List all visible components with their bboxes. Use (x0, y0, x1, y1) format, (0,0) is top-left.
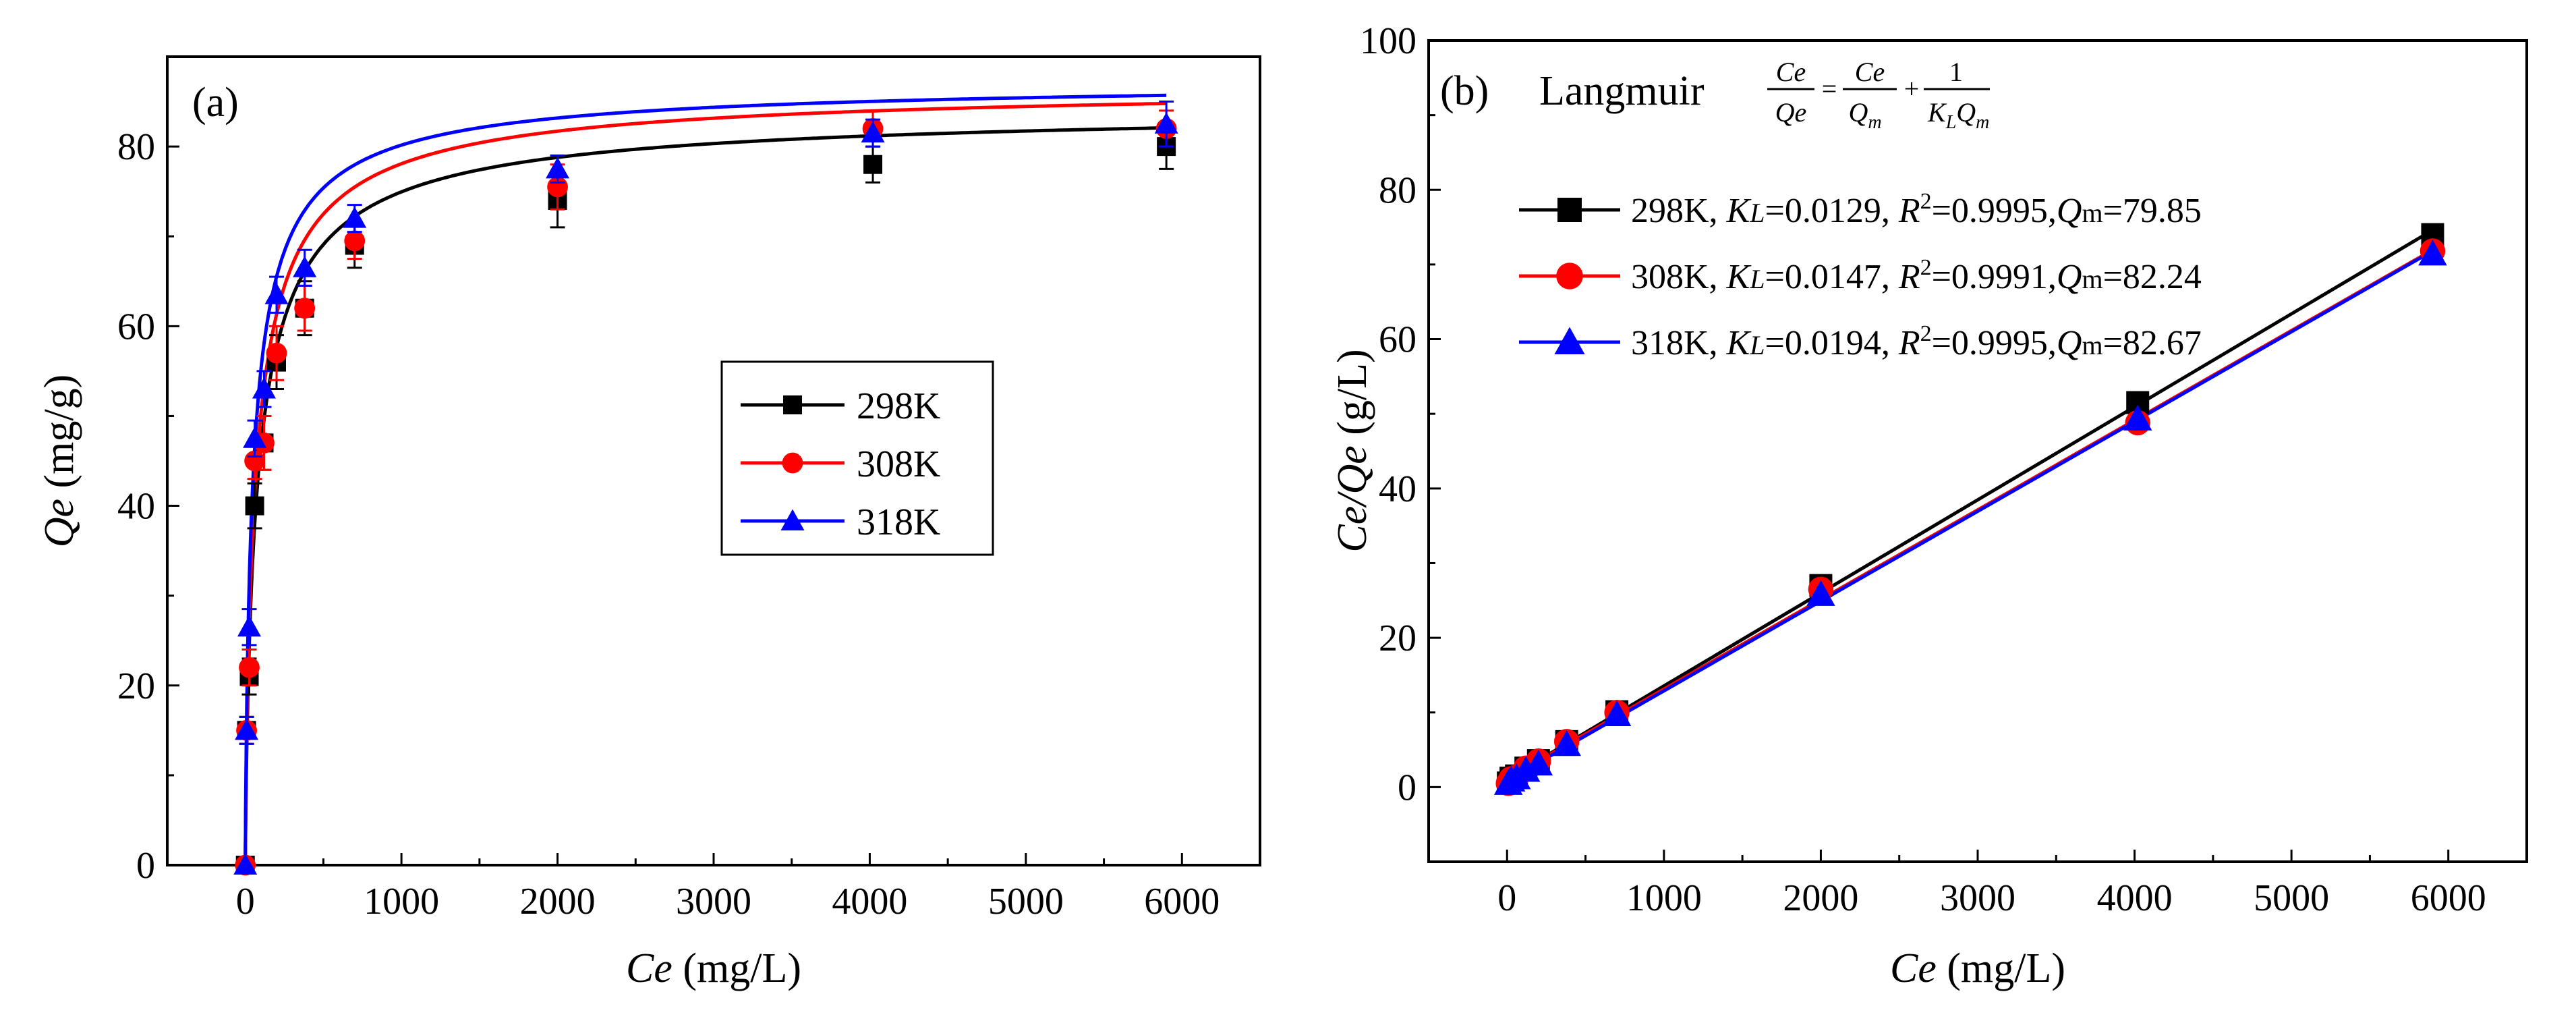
eq-plus: + (1904, 74, 1920, 104)
eq-term2-numerator: 1 (1949, 57, 1963, 87)
point-308K (294, 298, 316, 319)
fit-line-318K (1506, 249, 2434, 782)
b-y-tick-label: 80 (1379, 169, 1416, 211)
point-318K (233, 853, 258, 875)
a-x-tick-label: 6000 (1144, 881, 1220, 922)
legend-marker-298K (1557, 198, 1582, 222)
b-x-tick-label: 4000 (2097, 877, 2173, 919)
point-318K (1154, 112, 1178, 134)
a-y-tick-label: 20 (117, 665, 155, 707)
panel-b-frame (1427, 39, 2528, 863)
legend-label-298K: 298K (857, 385, 940, 427)
b-y-tick-label: 20 (1379, 617, 1416, 659)
b-x-tick-label: 6000 (2411, 877, 2486, 919)
a-y-tick-label: 80 (117, 126, 155, 168)
langmuir-equation: Ce Qe = Ce Qm + 1 KLQm (1767, 57, 1990, 133)
point-318K (1552, 730, 1581, 756)
a-x-tick-label: 0 (236, 881, 255, 922)
panel-a-label: (a) (192, 80, 239, 126)
fit-curve-298K (244, 126, 1167, 865)
point-318K (861, 121, 885, 143)
panel-b-model-name: Langmuir (1539, 68, 1705, 114)
point-318K (1524, 749, 1553, 776)
panel-b-legend: 298K, KL=0.0129, R2=0.9995,Qm=79.85 308K,… (1519, 189, 2202, 362)
b-x-tick-label: 1000 (1626, 877, 1702, 919)
legend-marker-308K (782, 452, 803, 474)
a-x-tick-label: 5000 (988, 881, 1064, 922)
panel-a-legend: 298K 308K 318K (720, 360, 994, 556)
panel-b-axes: 0 1000 2000 3000 4000 5000 6000 0 20 40 60 80 100 (1360, 20, 2486, 919)
legend-label-318K: 318K, KL=0.0194, R2=0.9995,Qm=82.67 (1631, 321, 2202, 362)
panel-b-markers (1493, 223, 2447, 796)
fit-line-298K (1506, 228, 2434, 781)
b-x-tick-label: 2000 (1783, 877, 1858, 919)
eq-term2-denominator: KLQm (1927, 97, 1989, 133)
point-298K (863, 155, 883, 174)
panel-b-y-axis-label: Ce/Qe (g/L) (1329, 349, 1375, 552)
a-x-tick-label: 2000 (520, 881, 596, 922)
legend-marker-318K (780, 509, 805, 530)
a-y-tick-label: 40 (117, 486, 155, 528)
legend-label-318K: 318K (857, 501, 940, 543)
legend-label-308K: 308K (857, 443, 940, 485)
fit-curve-308K (244, 101, 1167, 865)
point-318K (2418, 240, 2447, 266)
panel-a-frame (166, 55, 1261, 866)
legend-label-298K: 298K, KL=0.0129, R2=0.9995,Qm=79.85 (1631, 189, 2202, 230)
point-318K (235, 718, 259, 740)
point-318K (243, 426, 267, 448)
panel-b-fit-lines (1506, 228, 2434, 782)
panel-b: (b) Langmuir Ce Qe = Ce Qm + 1 KLQm 0 100… (1329, 20, 2528, 991)
point-318K (264, 283, 289, 304)
panel-b-x-axis-label: Ce (mg/L) (1890, 945, 2065, 991)
eq-lhs-numerator: Ce (1776, 57, 1806, 87)
point-318K (343, 206, 367, 228)
point-308K (344, 230, 366, 252)
point-318K (546, 157, 570, 179)
panel-a-axes: 0 1000 2000 3000 4000 5000 6000 0 20 40 60 80 (117, 55, 1220, 922)
point-318K (237, 615, 261, 637)
a-y-tick-label: 60 (117, 306, 155, 348)
a-x-tick-label: 4000 (832, 881, 907, 922)
panel-a-y-axis-label: Qe (mg/g) (36, 375, 82, 548)
point-308K (266, 342, 287, 364)
point-318K (2123, 404, 2152, 431)
b-y-tick-label: 100 (1360, 20, 1416, 62)
a-x-tick-label: 3000 (676, 881, 751, 922)
b-y-tick-label: 0 (1398, 767, 1416, 808)
eq-lhs-denominator: Qe (1775, 97, 1807, 128)
legend-marker-298K (783, 395, 802, 414)
eq-equals: = (1822, 74, 1837, 104)
panel-a-fit-curves (244, 93, 1167, 865)
a-x-tick-label: 1000 (364, 881, 439, 922)
b-y-tick-label: 60 (1379, 319, 1416, 361)
legend-label-308K: 308K, KL=0.0147, R2=0.9991,Qm=82.24 (1631, 255, 2202, 296)
a-y-tick-label: 0 (136, 845, 155, 887)
legend-marker-318K (1554, 327, 1585, 354)
panel-a: (a) 0 1000 2000 3000 4000 5000 6000 0 20 40 60 80 C… (36, 55, 1261, 991)
b-x-tick-label: 3000 (1940, 877, 2015, 919)
panel-b-label: (b) (1440, 68, 1489, 114)
point-308K (239, 657, 260, 678)
b-x-tick-label: 0 (1497, 877, 1516, 919)
eq-term1-denominator: Qm (1848, 97, 1881, 133)
eq-term1-numerator: Ce (1855, 57, 1885, 87)
panel-a-markers (233, 101, 1178, 876)
point-318K (1806, 580, 1835, 606)
point-318K (1602, 700, 1632, 727)
point-318K (293, 256, 317, 277)
legend-marker-308K (1556, 263, 1583, 290)
point-298K (245, 496, 264, 516)
b-y-tick-label: 40 (1379, 468, 1416, 510)
point-318K (252, 377, 276, 399)
fit-curve-318K (244, 93, 1167, 865)
panel-a-x-axis-label: Ce (mg/L) (626, 945, 801, 991)
b-x-tick-label: 5000 (2254, 877, 2329, 919)
